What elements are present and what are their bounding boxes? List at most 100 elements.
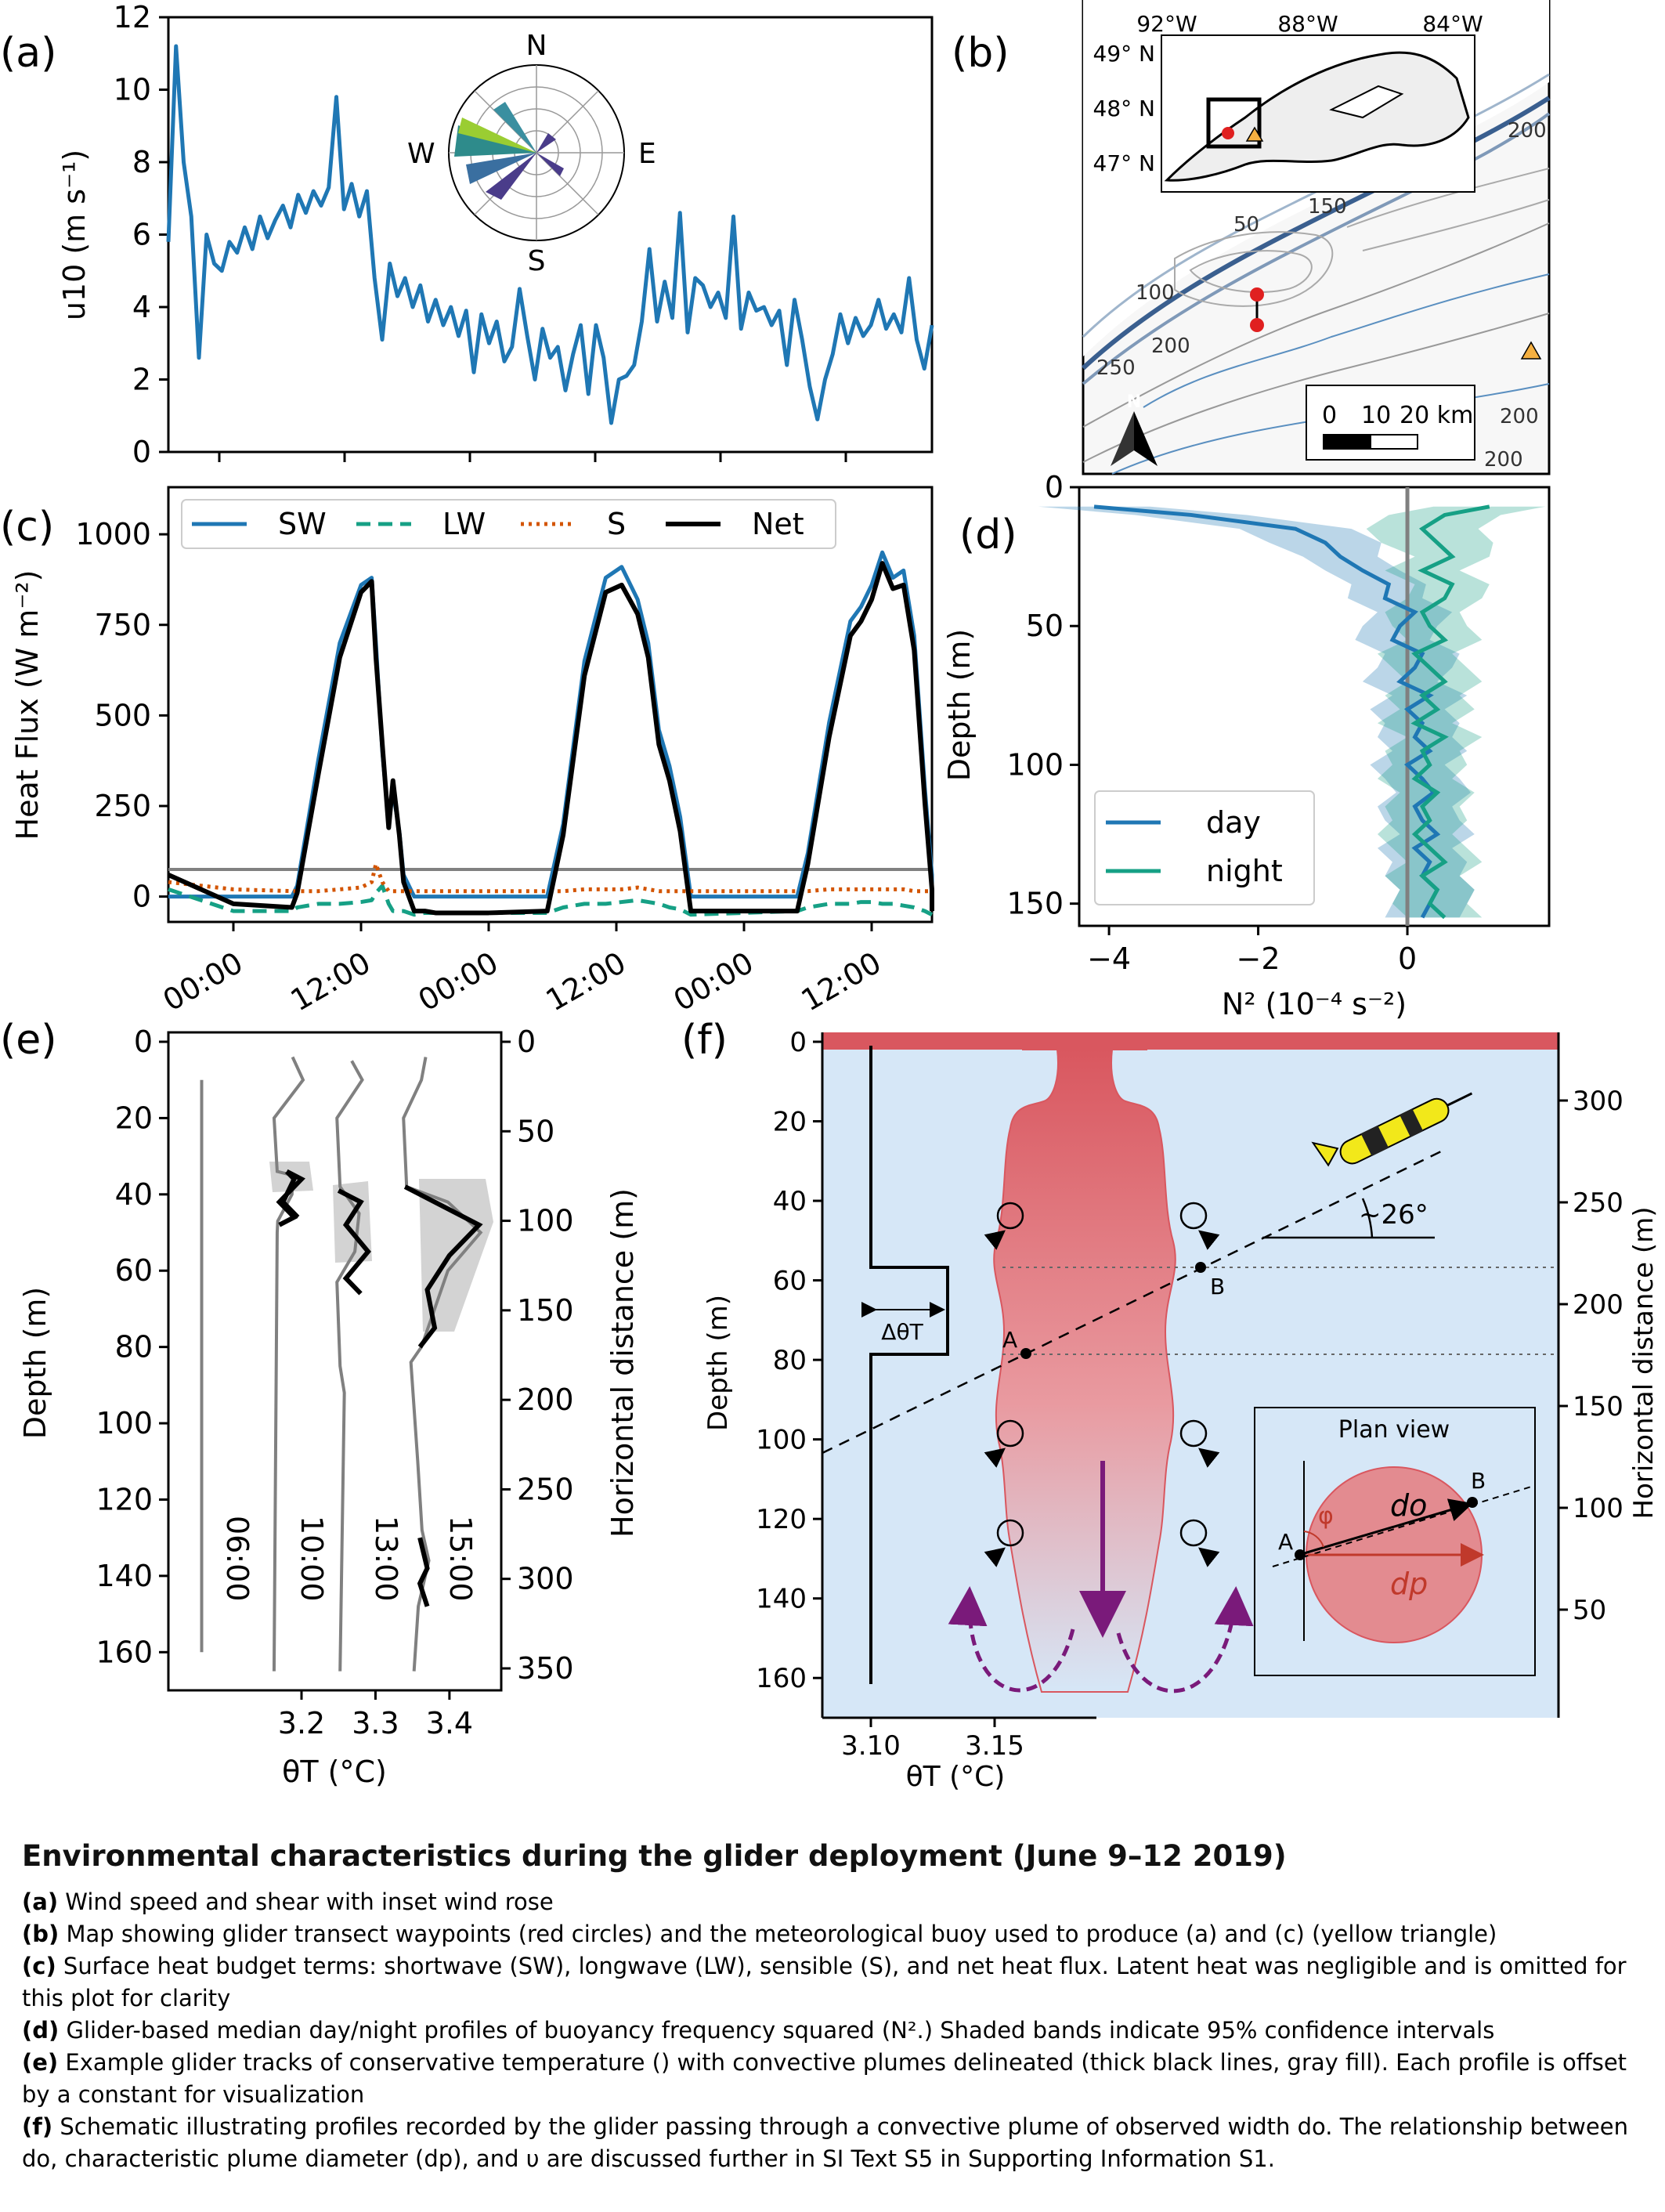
- caption-item-tag: (d): [22, 2017, 60, 2044]
- panel-a-y-tick-label: 0: [132, 435, 151, 469]
- panel-d-x-label: N² (10⁻⁴ s⁻²): [1222, 987, 1407, 1021]
- caption-item: (c) Surface heat budget terms: shortwave…: [22, 1950, 1643, 2015]
- panel-d-frame: [1078, 486, 1551, 927]
- panel-e-y-ticks: 0 20 40 60 80 100 120 140 160: [96, 1025, 168, 1669]
- caption-item: (a) Wind speed and shear with inset wind…: [22, 1886, 1643, 1918]
- panel-label-d: (d): [959, 511, 1017, 558]
- profile-label: 06:00: [220, 1516, 255, 1602]
- panel-f-surface-layer: [822, 1032, 1558, 1050]
- panel-a-y-ticks: 0 2 4 6 8 10 12: [114, 0, 168, 469]
- panel-e-right-label: Horizontal distance (m): [605, 1188, 640, 1538]
- panel-e-x-tick-label: 3.3: [352, 1706, 399, 1740]
- caption-item-text: Wind speed and shear with inset wind ros…: [58, 1889, 554, 1915]
- panel-e-temperature-profiles: 0 20 40 60 80 100 120 140 160 3.2 3.3 3.4 0 50 100 15…: [18, 1025, 640, 1789]
- panel-e-y-tick-label: 140: [96, 1559, 153, 1593]
- caption-item: (d) Glider-based median day/night profil…: [22, 2015, 1643, 2047]
- contour-label: 200: [1500, 405, 1539, 428]
- panel-c-x-tick-label: 12:00: [285, 945, 377, 1018]
- caption-item: (e) Example glider tracks of conservativ…: [22, 2047, 1643, 2111]
- recirculation-arrow-left: [948, 1586, 1075, 1693]
- panel-e-right-ticks: 0 50 100 150 200 250 300 350: [501, 1025, 574, 1686]
- panel-f-y-tick-label: 60: [773, 1266, 807, 1297]
- panel-f-y-tick-label: 100: [756, 1425, 807, 1456]
- contour-label: 100: [1136, 281, 1175, 305]
- point-a-marker: [1020, 1348, 1031, 1359]
- panel-label-a: (a): [0, 30, 56, 77]
- contour-label: 250: [1096, 356, 1136, 380]
- panel-e-profile-3: [402, 1057, 483, 1672]
- panel-c-series-net: [167, 561, 934, 916]
- point-a-label: A: [1002, 1327, 1017, 1353]
- panel-f-right-tick-label: 300: [1573, 1086, 1623, 1117]
- panel-e-right-tick-label: 200: [517, 1382, 574, 1417]
- panel-e-x-ticks: 3.2 3.3 3.4: [278, 1690, 473, 1740]
- caption-item-tag: (a): [22, 1889, 59, 1915]
- panel-e-right-tick-label: 100: [517, 1204, 574, 1238]
- panel-c-x-tick-label: 00:00: [157, 945, 249, 1018]
- panel-a-y-tick-label: 4: [132, 290, 151, 324]
- legend-label-sw: SW: [278, 507, 327, 541]
- panel-e-right-tick-label: 150: [517, 1293, 574, 1328]
- glider-icon: [1311, 1092, 1473, 1167]
- panel-d-y-tick-label: 50: [1026, 609, 1064, 643]
- panel-e-y-tick-label: 40: [115, 1177, 153, 1212]
- panel-f-y-tick-label: 160: [756, 1663, 807, 1694]
- contour-labels: 200 150 50 100 200 250 200 200: [1096, 119, 1547, 472]
- dp-label: dp: [1390, 1567, 1428, 1601]
- panel-f-y-tick-label: 80: [773, 1345, 807, 1376]
- panel-label-c: (c): [0, 504, 54, 551]
- panel-e-y-tick-label: 80: [115, 1330, 153, 1364]
- inset-study-box: [1206, 97, 1262, 149]
- recirculation-arrow-right: [1116, 1586, 1254, 1693]
- panel-f-y-ticks: 0 20 40 60 80 100 120 140 160: [756, 1027, 822, 1694]
- contour-label: 150: [1308, 195, 1347, 219]
- point-b-label: B: [1210, 1274, 1225, 1299]
- panel-d-y-tick-label: 100: [1006, 747, 1064, 782]
- panel-d-series: [1093, 487, 1490, 926]
- panel-f-y-tick-label: 120: [756, 1504, 807, 1535]
- panel-e-frame: [167, 1031, 503, 1692]
- panel-f-y-tick-label: 0: [789, 1027, 807, 1058]
- north-arrow-icon: N: [1111, 392, 1158, 466]
- panel-c-series-s: [168, 862, 932, 894]
- panel-e-plume-segment: [276, 1169, 305, 1227]
- caption-list: (a) Wind speed and shear with inset wind…: [22, 1886, 1643, 2175]
- panel-c-frame: [167, 486, 934, 923]
- panel-e-x-label: θT (°C): [282, 1755, 387, 1789]
- legend-label-day: day: [1206, 805, 1261, 840]
- panel-f-right-tick-label: 100: [1573, 1493, 1623, 1524]
- wind-rose-inset: N S E W: [407, 30, 656, 277]
- eddy-icons: [984, 1202, 1220, 1567]
- delta-theta-label: ΔθT: [881, 1319, 923, 1345]
- caption-item-tag: (b): [22, 1921, 60, 1947]
- panel-f-right-ticks: 300 250 200 150 100 50: [1558, 1086, 1623, 1626]
- panel-f-right-tick-label: 150: [1573, 1391, 1623, 1422]
- legend-label-s: S: [607, 507, 626, 541]
- caption-item-tag: (f): [22, 2113, 53, 2140]
- caption-item-tag: (e): [22, 2049, 59, 2076]
- profile-label: 10:00: [294, 1516, 329, 1602]
- panel-c-x-tick-label: 00:00: [668, 945, 760, 1018]
- profile-label: 15:00: [443, 1516, 478, 1602]
- panel-c-y-tick-label: 1000: [75, 517, 151, 551]
- panel-f-right-tick-label: 200: [1573, 1289, 1623, 1321]
- panel-c-x-ticks: 00:00 12:00 00:00 12:00 00:00 12:00: [157, 922, 887, 1018]
- panel-d-y-tick-label: 0: [1045, 470, 1064, 504]
- panel-d-x-tick-label: 0: [1398, 942, 1417, 976]
- panel-d-y-tick-label: 150: [1006, 887, 1064, 921]
- panel-e-plume-segment: [337, 1188, 371, 1296]
- panel-e-right-tick-label: 0: [517, 1025, 536, 1059]
- panel-d-series-night: [1410, 504, 1490, 920]
- caption-item-tag: (c): [22, 1953, 56, 1979]
- glide-angle-label: ~26°: [1359, 1199, 1428, 1231]
- panel-c-y-tick-label: 750: [94, 608, 151, 642]
- panel-label-e: (e): [0, 1017, 57, 1064]
- panel-d-legend: day night: [1094, 790, 1315, 905]
- contour-label: 200: [1151, 334, 1190, 358]
- panel-e-series: [200, 1056, 483, 1672]
- panel-d-y-ticks: 0 50 100 150: [1006, 470, 1079, 921]
- inset-lat-label: 49° N: [1093, 41, 1155, 67]
- panel-d-x-tick-label: −2: [1237, 942, 1280, 976]
- panel-e-x-tick-label: 3.4: [426, 1706, 473, 1740]
